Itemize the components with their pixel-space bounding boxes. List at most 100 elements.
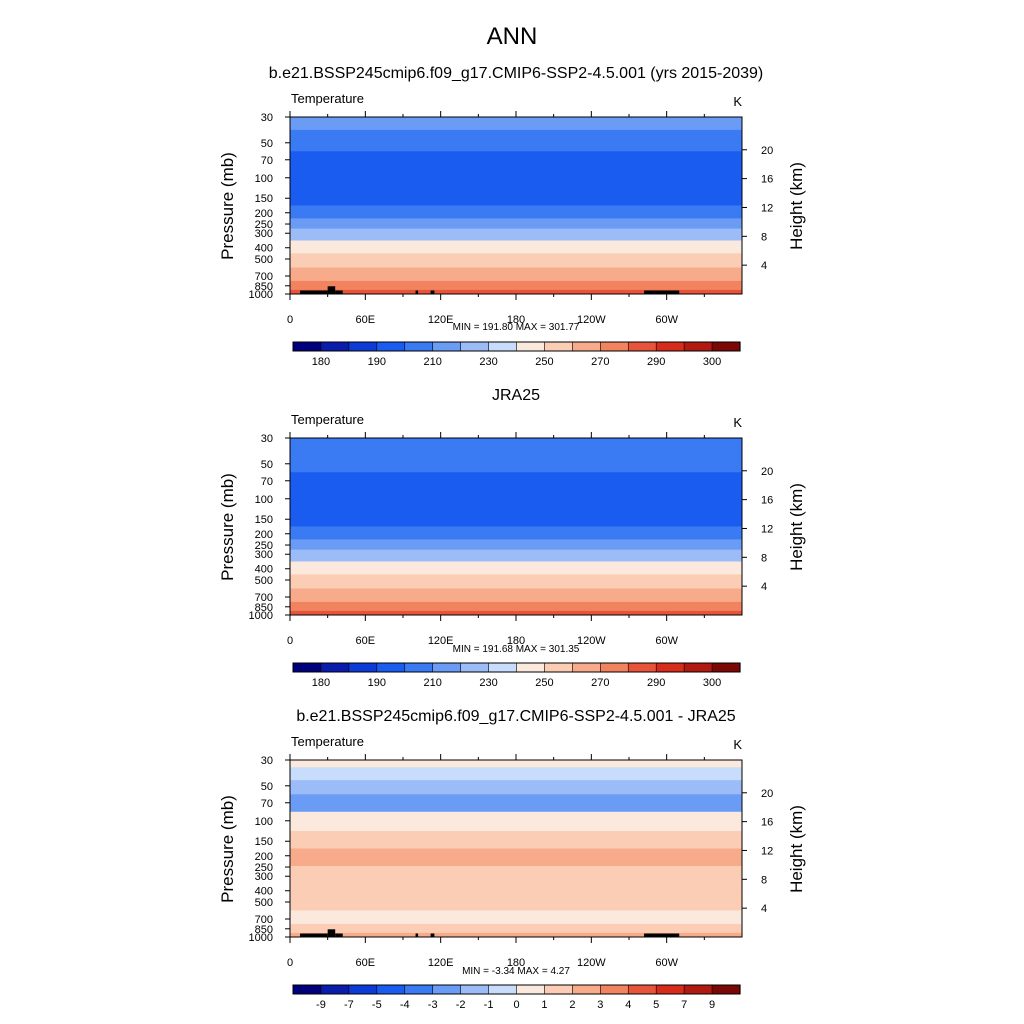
contour-band: [290, 280, 742, 291]
y-tick-label: 1000: [249, 932, 273, 944]
y-tick-label: 300: [255, 871, 273, 883]
colorbar-swatch: [432, 662, 462, 673]
y-axis-label: Pressure (mb): [218, 152, 237, 260]
colorbar-swatch: [404, 662, 434, 673]
stats-text: MIN = 191.68 MAX = 301.35: [453, 644, 580, 655]
topography-mask: [300, 290, 328, 294]
variable-label: Temperature: [291, 412, 364, 427]
colorbar-swatch: [600, 341, 629, 352]
y-tick-label: 850: [255, 281, 273, 293]
x-tick-label: 0: [287, 635, 293, 647]
y-right-tick-label: 8: [761, 874, 767, 886]
colorbar-swatch: [572, 341, 601, 352]
panel-title: JRA25: [492, 387, 540, 404]
contour-band: [290, 240, 742, 254]
colorbar-swatch: [683, 984, 713, 995]
y-tick-label: 500: [255, 254, 273, 266]
y-right-tick-label: 16: [761, 495, 773, 507]
y-right-tick-label: 20: [761, 145, 773, 157]
x-tick-label: 0: [287, 314, 293, 326]
colorbar-swatch: [544, 341, 573, 352]
contour-band: [290, 117, 742, 131]
colorbar-swatch: [488, 662, 518, 673]
y-tick-label: 1000: [249, 289, 273, 301]
y-tick-label: 150: [255, 193, 273, 205]
stats-text: MIN = -3.34 MAX = 4.27: [462, 966, 570, 977]
panel-model: b.e21.BSSP245cmip6.f09_g17.CMIP6-SSP2-4.…: [218, 65, 806, 368]
contour-band: [290, 910, 742, 925]
stats-text: MIN = 191.80 MAX = 301.77: [453, 322, 580, 333]
colorbar-swatch: [460, 662, 490, 673]
colorbar-label: 3: [597, 999, 603, 1011]
contour-band: [290, 438, 742, 452]
contour-band: [290, 794, 742, 813]
colorbar-swatch: [655, 984, 685, 995]
colorbar-swatch: [683, 341, 713, 352]
y-tick-label: 400: [255, 886, 273, 898]
y-tick-label: 100: [255, 816, 273, 828]
contour-band: [290, 610, 742, 616]
contour-band: [290, 267, 742, 282]
x-tick-label: 120W: [577, 957, 606, 969]
y-tick-label: 400: [255, 564, 273, 576]
y-tick-label: 150: [255, 514, 273, 526]
colorbar-label: 190: [368, 677, 386, 689]
colorbar-swatch: [376, 341, 406, 352]
colorbar-frame: [292, 341, 741, 352]
x-tick-label: 60E: [356, 957, 376, 969]
topography-mask: [327, 929, 336, 937]
colorbar-swatch: [348, 662, 378, 673]
y-tick-label: 50: [261, 138, 273, 150]
contour-band: [290, 151, 742, 170]
units-label: K: [733, 415, 742, 430]
y-right-tick-label: 12: [761, 523, 773, 535]
y-tick-label: 700: [255, 271, 273, 283]
colorbar-swatch: [544, 984, 573, 995]
contour-band: [290, 932, 742, 938]
colorbar-swatch: [544, 662, 573, 673]
panel-observation: JRA25 Temperature K 0 60E 120E 180 120W 60W 30…: [218, 387, 806, 689]
colorbar-swatch: [600, 662, 629, 673]
contour-band: [290, 760, 742, 768]
colorbar-label: -4: [400, 999, 410, 1011]
y-right-tick-label: 4: [761, 903, 767, 915]
colorbar-swatch: [516, 341, 546, 352]
colorbar-swatch: [292, 984, 322, 995]
colorbar-label: 230: [479, 356, 497, 368]
colorbar-swatch: [292, 662, 322, 673]
y-axis-right-label: Height (km): [787, 483, 806, 571]
colorbar-label: 290: [647, 356, 665, 368]
variable-label: Temperature: [291, 734, 364, 749]
y-tick-label: 200: [255, 529, 273, 541]
topography-mask: [327, 286, 336, 294]
contour-band: [290, 831, 742, 849]
y-tick-label: 30: [261, 112, 273, 124]
x-tick-label: 0: [287, 957, 293, 969]
contour-band: [290, 601, 742, 612]
contour-band: [290, 526, 742, 540]
topography-mask: [430, 933, 435, 937]
colorbar-label: 0: [513, 999, 519, 1011]
colorbar-swatch: [348, 341, 378, 352]
colorbar-swatch: [460, 341, 490, 352]
figure-title: ANN: [487, 23, 538, 50]
contour-band: [290, 168, 742, 189]
colorbar-label: 180: [312, 356, 330, 368]
topography-mask: [335, 290, 343, 294]
y-tick-label: 250: [255, 540, 273, 552]
colorbar-swatch: [404, 341, 434, 352]
colorbar-label: 1: [541, 999, 547, 1011]
contour-band: [290, 574, 742, 590]
topography-mask: [300, 933, 328, 937]
contour-band: [290, 129, 742, 152]
x-tick-label: 60E: [356, 635, 376, 647]
colorbar-swatch: [572, 662, 601, 673]
topography-mask: [415, 290, 419, 294]
plot-area: 0 60E 120E 180 120W 60W3050701001502002503004…: [249, 432, 773, 689]
topography-mask: [644, 933, 680, 937]
x-tick-label: 120W: [577, 314, 606, 326]
y-right-tick-label: 20: [761, 788, 773, 800]
colorbar-label: -3: [428, 999, 438, 1011]
y-tick-label: 100: [255, 494, 273, 506]
colorbar-swatch: [320, 662, 350, 673]
